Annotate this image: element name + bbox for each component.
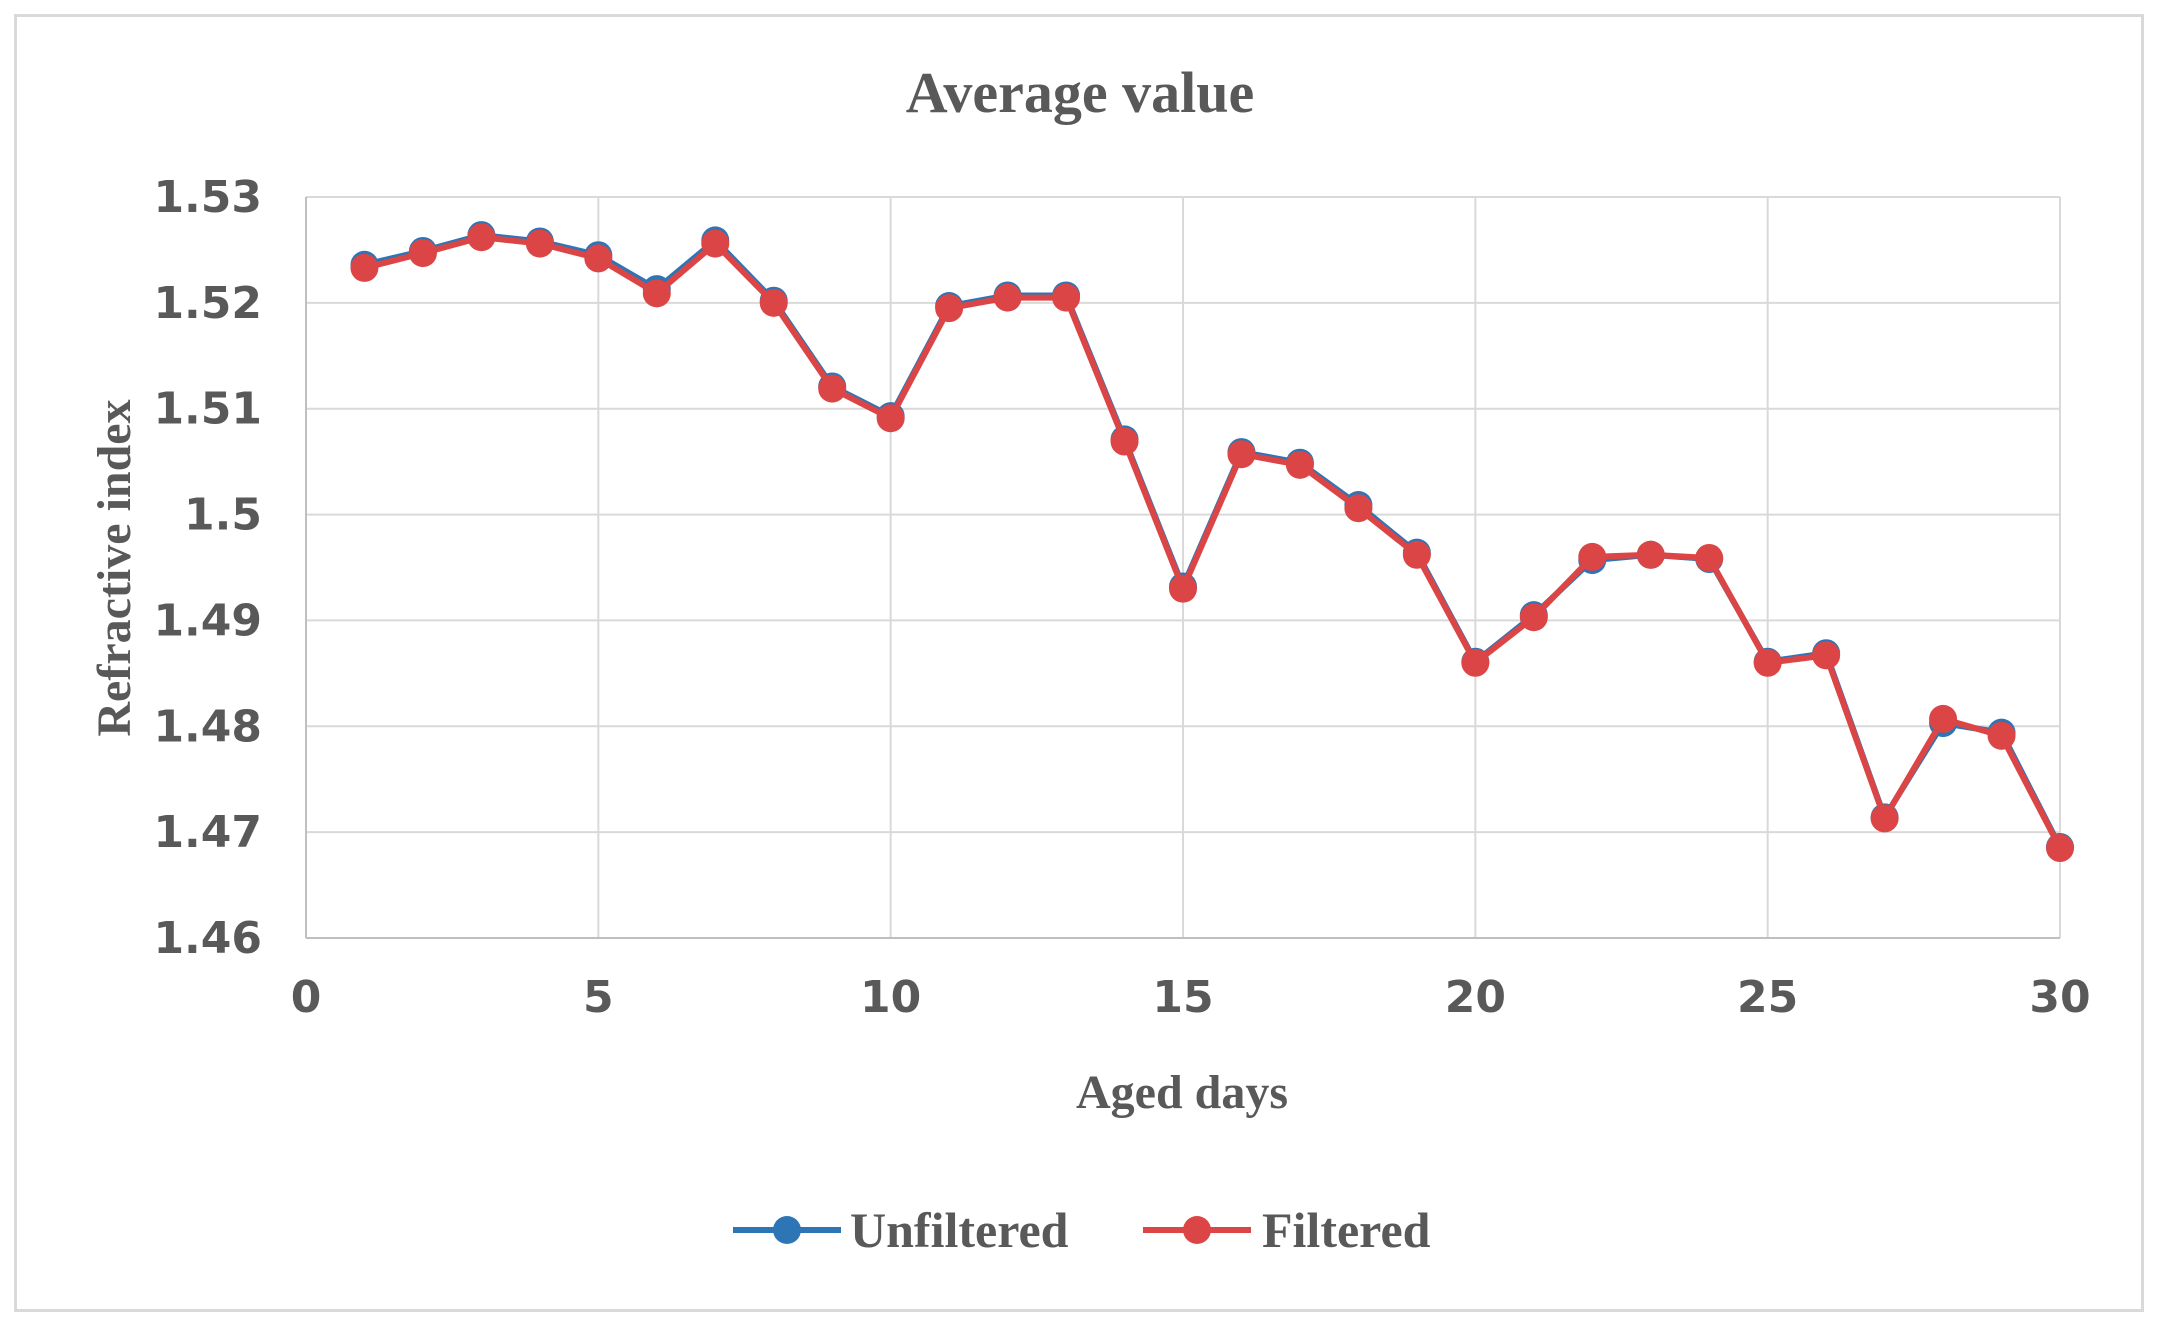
- data-point: [525, 229, 554, 258]
- data-point: [1578, 542, 1607, 571]
- data-point: [1052, 283, 1081, 312]
- legend-label: Filtered: [1262, 1202, 1431, 1258]
- y-tick-label: 1.52: [153, 278, 262, 329]
- data-point: [467, 223, 496, 252]
- data-point: [1695, 543, 1724, 572]
- y-tick-labels: 1.46 1.47 1.48 1.49 1.5 1.51 1.52 1.53: [153, 172, 262, 964]
- data-point: [1753, 648, 1782, 677]
- series-unfiltered: [350, 221, 2074, 861]
- data-point: [1344, 494, 1373, 523]
- x-tick-label: 15: [1152, 972, 1213, 1023]
- legend: Unfiltered Filtered: [733, 1202, 1431, 1258]
- series-line: [363, 232, 2063, 849]
- data-point: [876, 404, 905, 433]
- y-tick-label: 1.48: [153, 701, 262, 752]
- x-tick-label: 0: [291, 972, 322, 1023]
- data-point: [2046, 834, 2074, 863]
- data-point: [993, 283, 1022, 312]
- series-filtered: [350, 223, 2074, 863]
- data-point: [408, 239, 437, 268]
- x-tick-label: 10: [860, 972, 921, 1023]
- data-point: [1812, 641, 1841, 670]
- x-tick-label: 5: [583, 972, 614, 1023]
- grid: [306, 196, 2061, 938]
- x-axis-title: Aged days: [1076, 1066, 1288, 1119]
- y-axis-title: Refractive index: [88, 399, 141, 736]
- data-point: [701, 229, 730, 258]
- data-point: [1461, 648, 1490, 677]
- data-point: [1285, 450, 1314, 479]
- y-tick-label: 1.46: [153, 913, 262, 964]
- data-point: [759, 288, 788, 317]
- data-point: [584, 244, 613, 273]
- x-tick-label: 20: [1445, 972, 1506, 1023]
- data-point: [1110, 427, 1139, 456]
- series-line: [363, 234, 2063, 850]
- x-tick-labels: 0 5 10 15 20 25 30: [291, 972, 2091, 1023]
- data-point: [818, 374, 847, 403]
- legend-item-unfiltered: Unfiltered: [733, 1202, 1069, 1258]
- data-point: [1519, 603, 1548, 632]
- data-point: [1870, 804, 1899, 833]
- data-point: [935, 294, 964, 323]
- data-point: [1636, 540, 1665, 569]
- data-point: [1402, 540, 1431, 569]
- y-tick-label: 1.53: [153, 172, 262, 223]
- data-point: [1987, 721, 2016, 750]
- data-point: [1929, 704, 1958, 733]
- chart-title: Average value: [906, 60, 1254, 125]
- x-tick-label: 30: [2029, 972, 2090, 1023]
- legend-item-filtered: Filtered: [1143, 1202, 1431, 1258]
- legend-marker: [1183, 1216, 1211, 1244]
- data-point: [1169, 574, 1197, 603]
- legend-marker: [773, 1216, 801, 1244]
- data-point: [350, 253, 379, 282]
- data-point: [1227, 440, 1256, 469]
- axes: [305, 197, 2060, 939]
- series: [350, 221, 2074, 863]
- legend-label: Unfiltered: [850, 1202, 1069, 1258]
- y-tick-label: 1.47: [153, 807, 262, 858]
- data-point: [642, 279, 671, 308]
- x-tick-label: 25: [1737, 972, 1798, 1023]
- y-tick-label: 1.5: [184, 490, 262, 541]
- y-tick-label: 1.51: [153, 384, 262, 435]
- y-tick-label: 1.49: [153, 595, 262, 646]
